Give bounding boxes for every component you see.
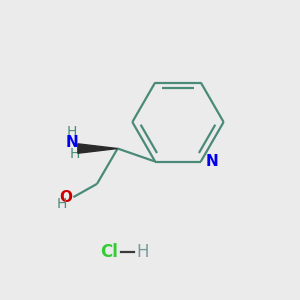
Polygon shape	[78, 144, 118, 153]
Text: H: H	[136, 243, 149, 261]
Text: H: H	[56, 197, 67, 212]
Text: N: N	[206, 154, 219, 169]
Text: O: O	[59, 190, 72, 205]
Text: Cl: Cl	[100, 243, 118, 261]
Text: H: H	[67, 125, 77, 139]
Text: H: H	[70, 147, 80, 161]
Text: N: N	[66, 135, 78, 150]
